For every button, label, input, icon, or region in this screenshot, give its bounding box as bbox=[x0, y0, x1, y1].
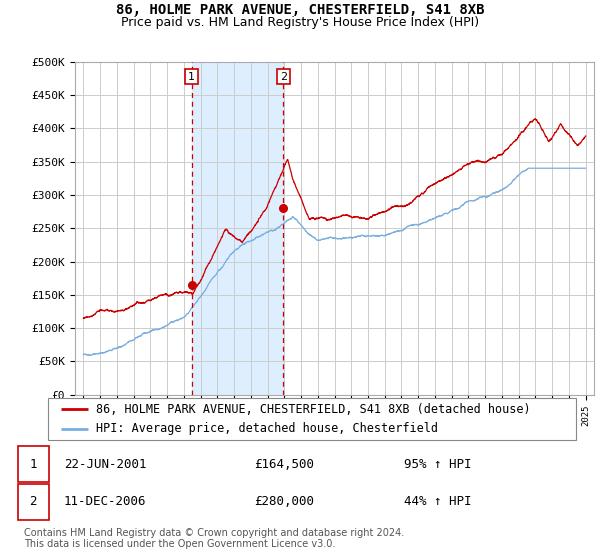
Text: £164,500: £164,500 bbox=[254, 458, 314, 471]
Text: HPI: Average price, detached house, Chesterfield: HPI: Average price, detached house, Ches… bbox=[95, 422, 437, 435]
Text: 44% ↑ HPI: 44% ↑ HPI bbox=[404, 495, 471, 508]
Text: £280,000: £280,000 bbox=[254, 495, 314, 508]
Text: 1: 1 bbox=[29, 458, 37, 471]
Bar bbox=[18, 446, 49, 482]
Text: 1: 1 bbox=[188, 72, 195, 82]
Bar bbox=[18, 484, 49, 520]
Text: 11-DEC-2006: 11-DEC-2006 bbox=[64, 495, 146, 508]
Text: 22-JUN-2001: 22-JUN-2001 bbox=[64, 458, 146, 471]
Text: 95% ↑ HPI: 95% ↑ HPI bbox=[404, 458, 471, 471]
Text: Contains HM Land Registry data © Crown copyright and database right 2024.
This d: Contains HM Land Registry data © Crown c… bbox=[24, 528, 404, 549]
Text: Price paid vs. HM Land Registry's House Price Index (HPI): Price paid vs. HM Land Registry's House … bbox=[121, 16, 479, 29]
FancyBboxPatch shape bbox=[48, 398, 576, 440]
Bar bbox=[191, 62, 283, 395]
Text: 86, HOLME PARK AVENUE, CHESTERFIELD, S41 8XB: 86, HOLME PARK AVENUE, CHESTERFIELD, S41… bbox=[116, 3, 484, 17]
Text: 2: 2 bbox=[280, 72, 287, 82]
Text: 2: 2 bbox=[29, 495, 37, 508]
Text: 86, HOLME PARK AVENUE, CHESTERFIELD, S41 8XB (detached house): 86, HOLME PARK AVENUE, CHESTERFIELD, S41… bbox=[95, 403, 530, 416]
